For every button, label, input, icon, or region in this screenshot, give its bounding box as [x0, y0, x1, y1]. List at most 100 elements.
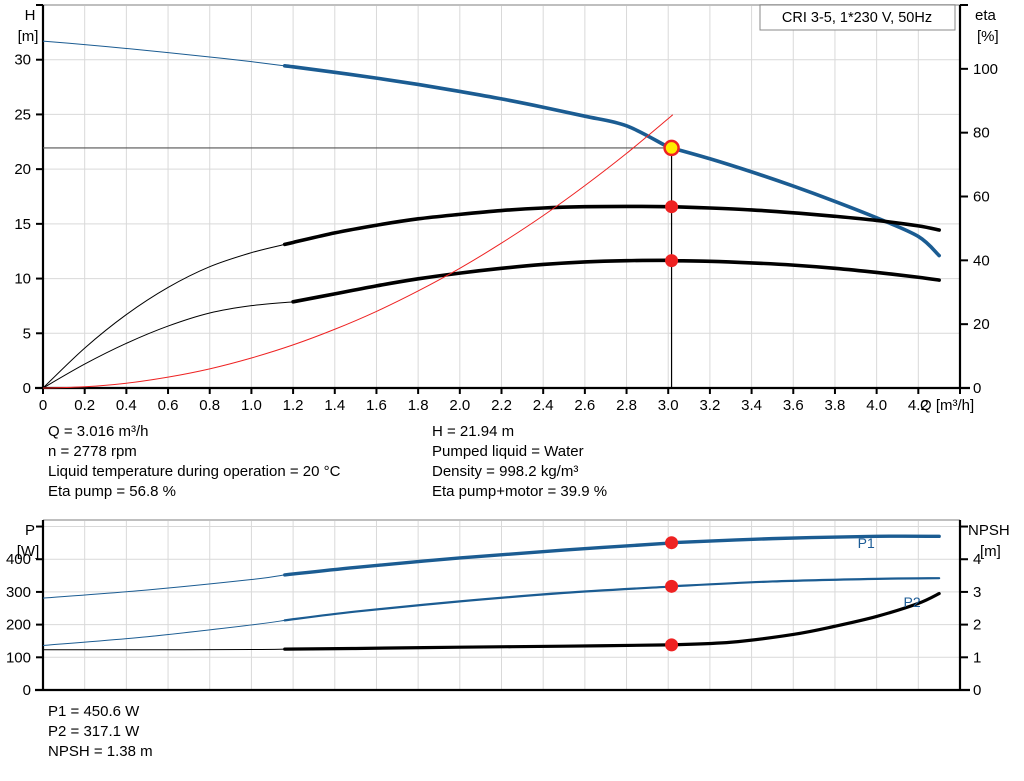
- p-tick-label: 200: [6, 617, 31, 634]
- x-tick-label: 4.0: [866, 397, 887, 414]
- duty-markers: [665, 536, 679, 652]
- p-tick-label: 400: [6, 551, 31, 568]
- duty-point-eta-pump[interactable]: [665, 200, 679, 214]
- x-tick-label: 0.8: [199, 397, 220, 414]
- duty-info-right-line-1: H = 21.94 m: [432, 423, 515, 440]
- y2-tick-label: 100: [973, 61, 998, 78]
- power-info-line-1: P1 = 450.6 W: [48, 703, 140, 720]
- duty-info-left-line-4: Eta pump = 56.8 %: [48, 483, 176, 500]
- x-tick-label: 1.4: [324, 397, 345, 414]
- y-tick-label: 20: [14, 161, 31, 178]
- q-axis-title: Q [m³/h]: [920, 397, 974, 414]
- chart-title-box: CRI 3-5, 1*230 V, 50Hz: [759, 4, 956, 31]
- p-axis-unit: [W]: [17, 543, 40, 560]
- x-tick-label: 3.0: [658, 397, 679, 414]
- duty-point-head[interactable]: [663, 139, 680, 157]
- x-tick-label: 2.8: [616, 397, 637, 414]
- npsh-tick-label: 1: [973, 649, 981, 666]
- eta-axis-title: eta: [975, 7, 997, 24]
- duty-info-right-line-4: Eta pump+motor = 39.9 %: [432, 483, 608, 500]
- duty-info-right-line-2: Pumped liquid = Water: [432, 443, 584, 460]
- x-tick-label: 4.2: [908, 397, 929, 414]
- duty-info-left-line-2: n = 2778 rpm: [48, 443, 137, 460]
- x-tick-label: 1.6: [366, 397, 387, 414]
- power-info-line-2: P2 = 317.1 W: [48, 723, 140, 740]
- curve-NPSH: [283, 591, 941, 651]
- y2-tick-label: 20: [973, 316, 990, 333]
- x-tick-label: 0.6: [158, 397, 179, 414]
- p-axis-title: P: [25, 522, 35, 539]
- x-tick-label: 1.0: [241, 397, 262, 414]
- y2-tick-label: 80: [973, 125, 990, 142]
- h-axis-unit: [m]: [18, 28, 39, 45]
- curve-Eta pump+motor: [291, 258, 941, 304]
- curve-P2: [283, 577, 941, 622]
- head-efficiency-chart[interactable]: 0 5 10 15 20 25 30 0 20 40 60 80 100 0 0.2 0.4 0.6 0.8 1.0…: [0, 0, 1024, 420]
- grid: [42, 520, 961, 691]
- duty-point-p1[interactable]: [665, 536, 679, 550]
- duty-point-npsh[interactable]: [665, 638, 679, 652]
- curve-NPSH-thin: [42, 648, 285, 651]
- y-tick-label: 0: [23, 380, 31, 397]
- curve-Eta pump (efficiency): [282, 204, 941, 247]
- npsh-tick-label: 0: [973, 682, 981, 699]
- x-tick-label: 3.2: [699, 397, 720, 414]
- curves: [42, 40, 941, 389]
- p1-label: P1: [858, 535, 875, 551]
- curve-P1-thin: [42, 574, 285, 599]
- npsh-axis-title: NPSH: [968, 522, 1010, 539]
- y-tick-label: 15: [14, 216, 31, 233]
- duty-info-left-line-1: Q = 3.016 m³/h: [48, 423, 149, 440]
- p-tick-label: 0: [23, 682, 31, 699]
- duty-info-left: Q = 3.016 m³/h n = 2778 rpm Liquid tempera…: [48, 422, 340, 502]
- duty-point-p2[interactable]: [665, 579, 679, 593]
- duty-point-eta-pump-motor[interactable]: [665, 254, 679, 268]
- curve-H curve (head)-thin: [42, 40, 285, 67]
- x-tick-label: 2.0: [449, 397, 470, 414]
- x-tick-label: 1.8: [408, 397, 429, 414]
- h-axis-title: H: [25, 7, 36, 24]
- x-tick-label: 3.6: [783, 397, 804, 414]
- x-tick-label: 2.2: [491, 397, 512, 414]
- p-tick-label: 100: [6, 649, 31, 666]
- curve-H curve (head): [282, 64, 941, 258]
- power-info-line-3: NPSH = 1.38 m: [48, 743, 153, 760]
- x-tick-label: 3.8: [825, 397, 846, 414]
- p2-label: P2: [904, 594, 921, 610]
- x-tick-label: 0.2: [74, 397, 95, 414]
- y-tick-label: 25: [14, 106, 31, 123]
- power-npsh-chart[interactable]: 0 100 200 300 400 0 1 2 3 4 P [W] NPSH [m] P1 P2: [0, 515, 1024, 715]
- curve-System curve: [42, 114, 674, 389]
- duty-info-left-line-3: Liquid temperature during operation = 20…: [48, 463, 341, 480]
- curve-P1: [283, 534, 941, 577]
- right-axis-ticks: 0 1 2 3 4: [960, 525, 981, 699]
- x-tick-label: 2.6: [574, 397, 595, 414]
- x-tick-label: 0: [39, 397, 47, 414]
- duty-info-right: H = 21.94 m Pumped liquid = Water Density …: [432, 422, 607, 502]
- npsh-tick-label: 3: [973, 584, 981, 601]
- npsh-axis-unit: [m]: [980, 543, 1001, 560]
- duty-info-right-line-3: Density = 998.2 kg/m³: [432, 463, 579, 480]
- left-axis-ticks: 0 5 10 15 20 25 30: [14, 4, 43, 397]
- curve-Eta pump (efficiency)-thin: [42, 243, 285, 389]
- curves: [42, 534, 941, 651]
- power-info: P1 = 450.6 W P2 = 317.1 W NPSH = 1.38 m: [48, 702, 153, 762]
- x-tick-label: 0.4: [116, 397, 137, 414]
- y-tick-label: 30: [14, 52, 31, 69]
- x-axis-ticks: 0 0.2 0.4 0.6 0.8 1.0 1.2 1.4 1.6 1.8 2.0 2.2 2.4 2.6…: [39, 388, 961, 414]
- y2-tick-label: 0: [973, 380, 981, 397]
- curve-Eta pump+motor-thin: [42, 301, 294, 389]
- y2-tick-label: 60: [973, 189, 990, 206]
- npsh-tick-label: 2: [973, 617, 981, 634]
- npsh-tick-label: 4: [973, 551, 981, 568]
- chart-title-text: CRI 3-5, 1*230 V, 50Hz: [782, 10, 932, 26]
- y-tick-label: 5: [23, 325, 31, 342]
- y-tick-label: 10: [14, 271, 31, 288]
- duty-markers: [663, 139, 680, 268]
- y2-tick-label: 40: [973, 252, 990, 269]
- right-axis-ticks: 0 20 40 60 80 100: [960, 4, 998, 397]
- x-tick-label: 2.4: [533, 397, 554, 414]
- left-axis-ticks: 0 100 200 300 400: [6, 525, 43, 699]
- x-tick-label: 1.2: [283, 397, 304, 414]
